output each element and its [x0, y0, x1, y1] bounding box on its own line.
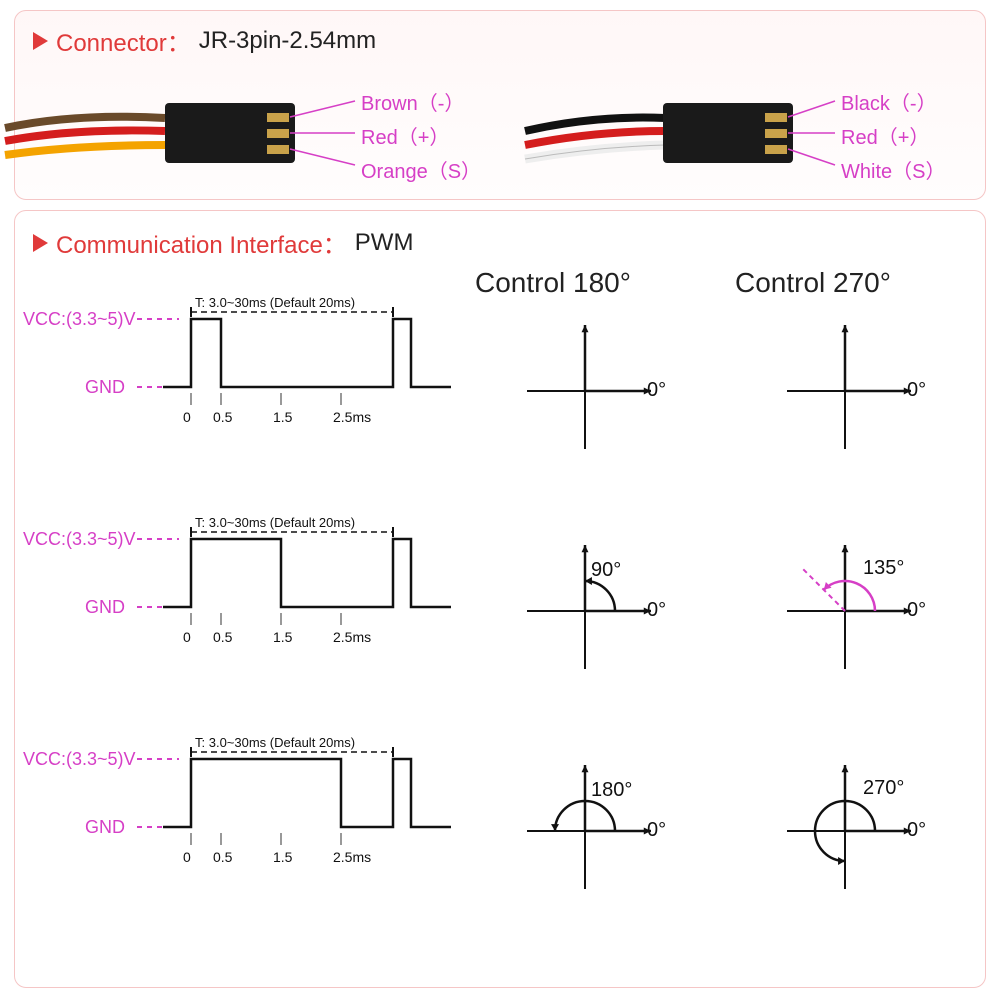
- time-tick: 0: [183, 629, 191, 645]
- control-180-header: Control 180°: [475, 267, 631, 299]
- pwm-waveform: [143, 521, 463, 691]
- pwm-waveform: [143, 741, 463, 911]
- time-tick: 0: [183, 409, 191, 425]
- pin-left-1: Red（+）: [361, 121, 449, 150]
- angle-270-label: 135°: [863, 557, 904, 580]
- angle-180-label: 180°: [591, 779, 632, 802]
- time-tick: 0.5: [213, 629, 232, 645]
- pwm-waveform: [143, 301, 463, 471]
- gnd-label: GND: [85, 597, 125, 618]
- connector-right: [535, 73, 835, 193]
- time-tick: 2.5ms: [333, 409, 371, 425]
- period-label: T: 3.0~30ms (Default 20ms): [195, 515, 355, 530]
- vcc-label: VCC:(3.3~5)V: [23, 309, 136, 330]
- pin-right-2: White（S）: [841, 155, 945, 184]
- angle-zero-label: 0°: [907, 599, 926, 622]
- time-tick: 1.5: [273, 849, 292, 865]
- pin-right-1: Red（+）: [841, 121, 929, 150]
- time-tick: 0.5: [213, 409, 232, 425]
- connector-title-value: JR-3pin-2.54mm: [199, 27, 376, 55]
- time-tick: 1.5: [273, 409, 292, 425]
- pin-right-0: Black（-）: [841, 87, 937, 116]
- angle-zero-label: 0°: [647, 819, 666, 842]
- comm-title: Communication Interface： PWM: [33, 225, 413, 260]
- connector-left: [15, 73, 355, 193]
- time-tick: 1.5: [273, 629, 292, 645]
- pin-left-0: Brown（-）: [361, 87, 464, 116]
- connector-panel: Connector： JR-3pin-2.54mm Brown（-） Red（+…: [14, 10, 986, 200]
- period-label: T: 3.0~30ms (Default 20ms): [195, 735, 355, 750]
- time-tick: 2.5ms: [333, 629, 371, 645]
- pwm-row: VCC:(3.3~5)VGNDT: 3.0~30ms (Default 20ms…: [15, 521, 985, 741]
- vcc-label: VCC:(3.3~5)V: [23, 529, 136, 550]
- angle-270-label: 270°: [863, 777, 904, 800]
- vcc-label: VCC:(3.3~5)V: [23, 749, 136, 770]
- angle-180-label: 90°: [591, 559, 621, 582]
- connector-title: Connector： JR-3pin-2.54mm: [33, 23, 376, 58]
- angle-zero-label: 0°: [907, 819, 926, 842]
- gnd-label: GND: [85, 817, 125, 838]
- triangle-icon: [33, 234, 48, 252]
- gnd-label: GND: [85, 377, 125, 398]
- communication-panel: Communication Interface： PWM Control 180…: [14, 210, 986, 988]
- connector-title-prefix: Connector：: [56, 23, 191, 58]
- pwm-row: VCC:(3.3~5)VGNDT: 3.0~30ms (Default 20ms…: [15, 301, 985, 521]
- control-270-header: Control 270°: [735, 267, 891, 299]
- angle-zero-label: 0°: [907, 379, 926, 402]
- pin-left-2: Orange（S）: [361, 155, 481, 184]
- period-label: T: 3.0~30ms (Default 20ms): [195, 295, 355, 310]
- pwm-row: VCC:(3.3~5)VGNDT: 3.0~30ms (Default 20ms…: [15, 741, 985, 961]
- triangle-icon: [33, 32, 48, 50]
- angle-zero-label: 0°: [647, 379, 666, 402]
- comm-title-prefix: Communication Interface：: [56, 225, 347, 260]
- time-tick: 0: [183, 849, 191, 865]
- angle-zero-label: 0°: [647, 599, 666, 622]
- comm-title-value: PWM: [355, 229, 414, 257]
- time-tick: 0.5: [213, 849, 232, 865]
- time-tick: 2.5ms: [333, 849, 371, 865]
